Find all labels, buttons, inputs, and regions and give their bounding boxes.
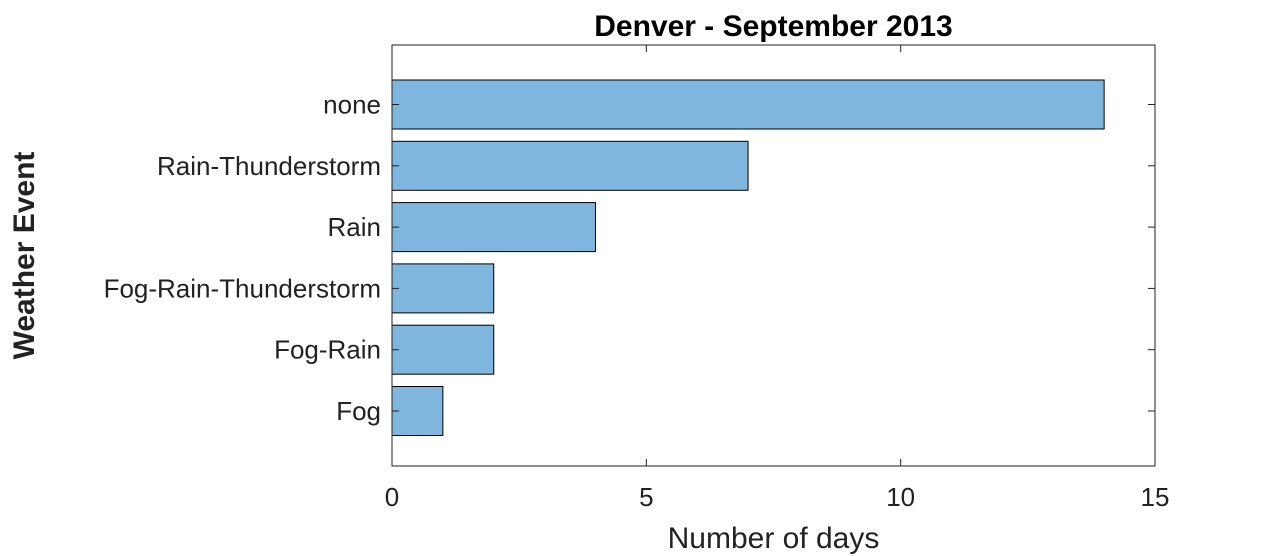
category-label: Rain <box>328 212 381 242</box>
y-ticks-group: Fog Fog-Rain Fog-Rain-Thunderstorm Rain Rain… <box>104 90 1155 426</box>
category-label: Fog-Rain <box>274 335 381 365</box>
category-label: none <box>323 90 381 120</box>
bar-none <box>391 79 1105 130</box>
bar-rain <box>391 202 596 253</box>
category-label: Fog-Rain-Thunderstorm <box>104 273 381 303</box>
bar-fog-rain-thunderstorm <box>391 263 495 314</box>
bar-fog <box>391 386 444 436</box>
x-tick-label: 5 <box>639 482 653 512</box>
x-tick-label: 15 <box>1141 482 1170 512</box>
x-tick-label: 0 <box>385 482 399 512</box>
chart-title: Denver - September 2013 <box>594 10 953 43</box>
axes-box <box>391 44 1156 467</box>
category-label: Rain-Thunderstorm <box>157 151 381 181</box>
y-axis-label: Weather Event <box>8 152 41 360</box>
bars-group <box>391 79 1105 436</box>
x-axis-label: Number of days <box>668 522 880 555</box>
bar-fog-rain <box>391 324 495 375</box>
category-label: Fog <box>336 396 381 426</box>
x-tick-label: 10 <box>886 482 915 512</box>
bar-rain-thunderstorm <box>391 140 749 191</box>
